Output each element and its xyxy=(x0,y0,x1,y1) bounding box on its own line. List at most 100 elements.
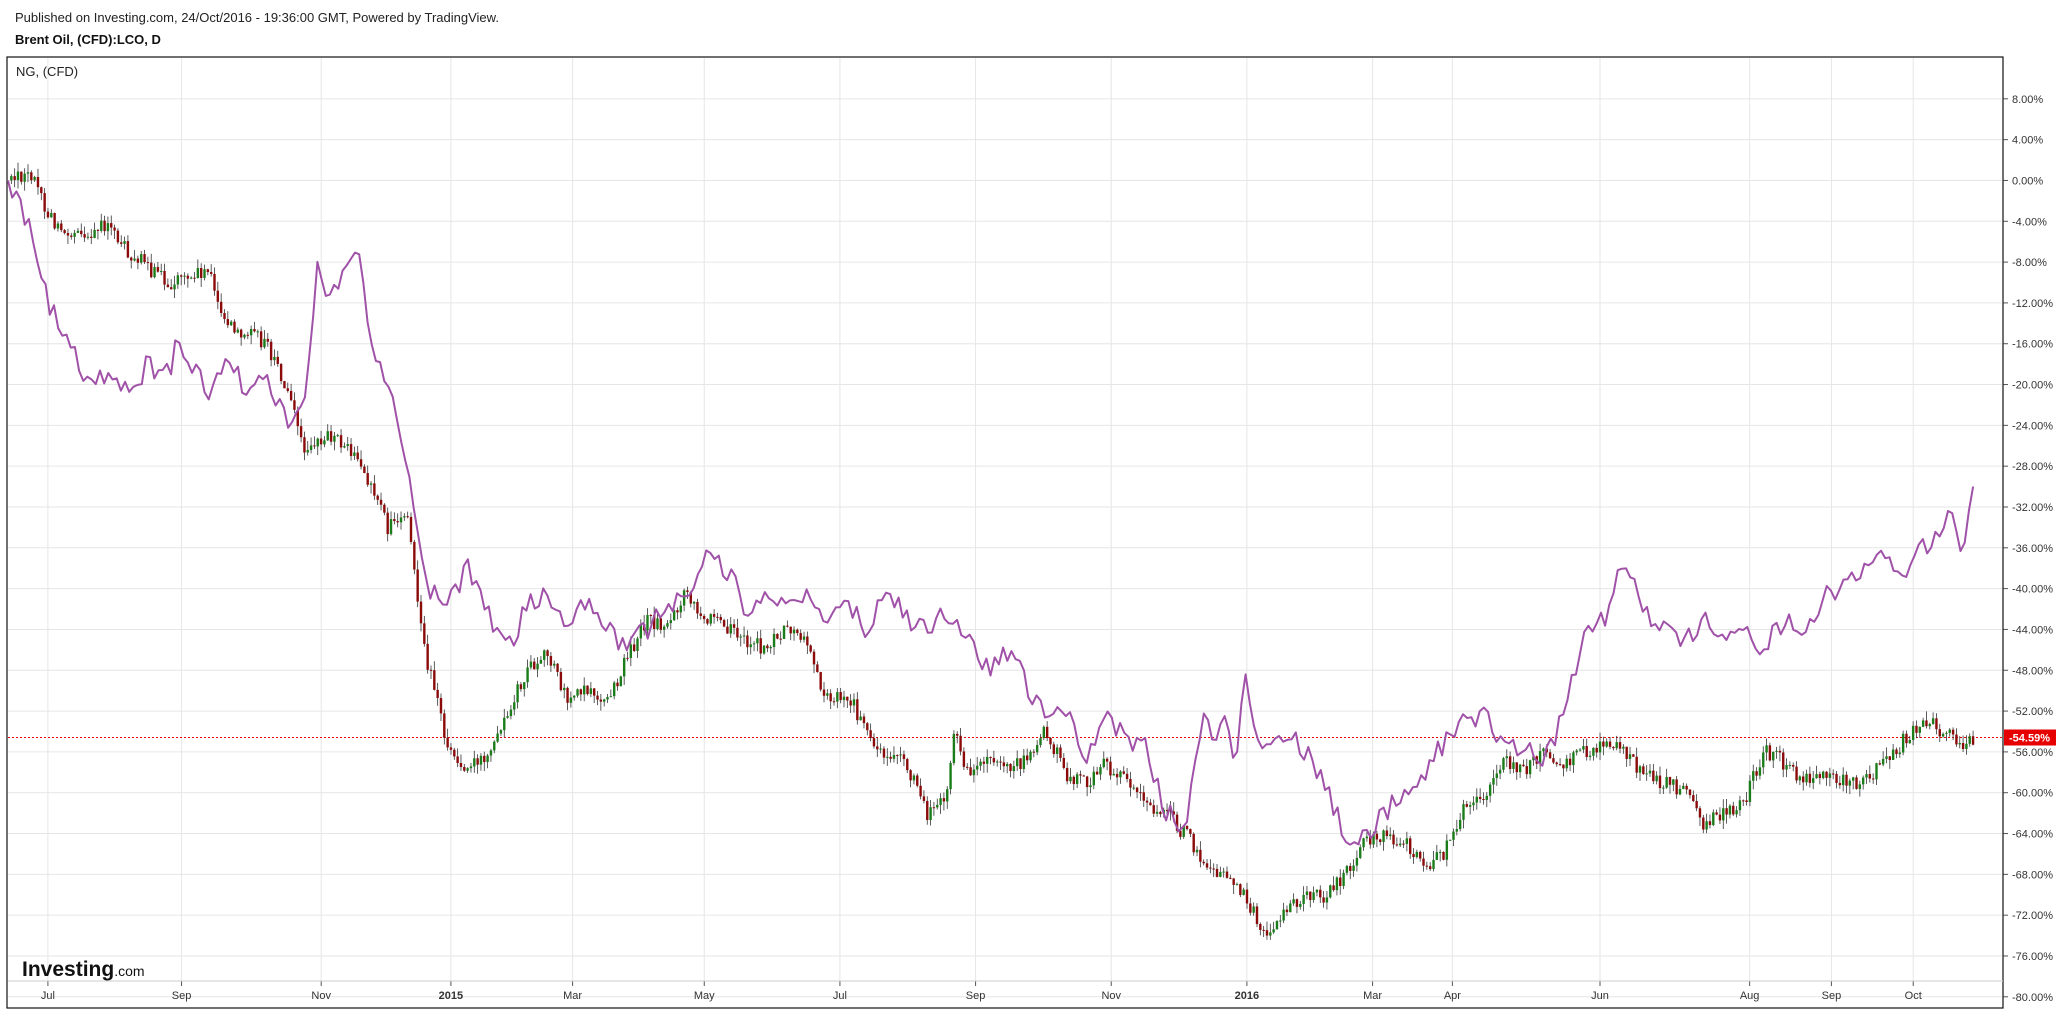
candle-body xyxy=(586,685,589,695)
candle-body xyxy=(1299,903,1302,907)
candle-body xyxy=(216,290,220,302)
svg-text:Investing.com: Investing.com xyxy=(22,958,145,981)
candle-body xyxy=(889,756,892,759)
candle-body xyxy=(1785,765,1788,770)
candle-body xyxy=(832,701,836,703)
candle-body xyxy=(1029,751,1032,761)
candle-body xyxy=(729,624,732,634)
x-tick-label: Mar xyxy=(563,990,582,1002)
candle-body xyxy=(976,765,979,770)
candle-body xyxy=(1722,808,1725,821)
candle-body xyxy=(1402,843,1405,845)
candle-body xyxy=(403,516,406,518)
candle-body xyxy=(513,702,516,710)
candle-body xyxy=(566,687,569,703)
candle-body xyxy=(123,241,126,244)
candle-body xyxy=(852,699,856,706)
candle-body xyxy=(1408,838,1412,854)
candle-body xyxy=(26,172,30,174)
candle-body xyxy=(1728,805,1732,815)
candle-body xyxy=(1508,756,1512,769)
candle-body xyxy=(1255,906,1259,925)
candle-body xyxy=(1432,859,1435,870)
candle-body xyxy=(1245,889,1249,904)
candle-body xyxy=(10,176,13,181)
x-tick-label: Sep xyxy=(966,990,986,1002)
candle-body xyxy=(619,676,623,687)
candle-body xyxy=(952,733,956,763)
candle-body xyxy=(1592,747,1595,756)
candle-body xyxy=(419,601,423,624)
candle-body xyxy=(233,321,236,333)
candle-body xyxy=(1905,733,1908,744)
candle-body xyxy=(636,638,639,651)
candle-body xyxy=(399,517,403,523)
candle-body xyxy=(742,635,746,637)
candle-body xyxy=(373,483,376,496)
candle-body xyxy=(196,268,200,279)
candle-body xyxy=(1342,872,1345,886)
candle-body xyxy=(1085,776,1089,788)
candle-body xyxy=(909,770,912,781)
candle-body xyxy=(316,438,319,447)
candle-body xyxy=(1955,734,1958,745)
candle-body xyxy=(1325,897,1329,903)
candle-body xyxy=(1968,736,1971,744)
candle-body xyxy=(1918,726,1921,733)
candle-body xyxy=(246,334,250,336)
candle-body xyxy=(349,444,353,456)
candle-body xyxy=(259,331,263,348)
candle-body xyxy=(646,614,649,631)
candle-body xyxy=(110,223,113,228)
candle-body xyxy=(649,614,653,616)
candle-body xyxy=(1841,774,1845,786)
candle-body xyxy=(739,636,742,638)
y-tick-label: -20.00% xyxy=(2012,380,2053,392)
candle-body xyxy=(443,713,446,738)
candle-body xyxy=(1682,785,1685,789)
candle-body xyxy=(1438,851,1442,853)
candle-body xyxy=(1715,812,1718,815)
candle-body xyxy=(423,623,426,644)
candle-body xyxy=(1705,821,1708,830)
candle-body xyxy=(776,633,779,639)
candle-body xyxy=(219,301,223,314)
candle-body xyxy=(1595,747,1598,753)
candle-body xyxy=(966,766,969,768)
candle-body xyxy=(269,341,273,361)
candle-body xyxy=(866,723,869,731)
candle-body xyxy=(140,254,143,263)
candle-body xyxy=(1112,773,1115,776)
candle-body xyxy=(799,633,802,640)
candle-body xyxy=(1002,762,1006,767)
candle-body xyxy=(1129,778,1132,788)
candle-body xyxy=(1558,764,1562,766)
candle-body xyxy=(226,319,230,326)
candle-body xyxy=(1695,801,1698,809)
candle-body xyxy=(1252,906,1255,913)
candle-body xyxy=(1878,763,1882,765)
candle-body xyxy=(546,650,549,657)
candle-body xyxy=(862,716,866,724)
candle-body xyxy=(1718,814,1722,821)
candle-body xyxy=(63,230,66,234)
investing-logo: Investing.com xyxy=(22,958,145,981)
candle-body xyxy=(1632,754,1635,757)
candle-body xyxy=(912,775,916,781)
candle-body xyxy=(1885,756,1888,759)
candle-body xyxy=(1079,774,1082,776)
candle-body xyxy=(1202,861,1205,864)
candle-body xyxy=(46,211,50,218)
candle-body xyxy=(1602,741,1605,747)
x-tick-label: Apr xyxy=(1444,990,1461,1002)
candle-body xyxy=(829,693,832,702)
candle-body xyxy=(1289,903,1292,913)
candle-body xyxy=(553,663,556,666)
x-tick-label: Aug xyxy=(1740,990,1760,1002)
candle-body xyxy=(160,270,163,272)
candle-body xyxy=(559,671,563,691)
candle-body xyxy=(666,623,669,627)
candle-body xyxy=(1315,889,1319,893)
candle-body xyxy=(1702,817,1705,830)
